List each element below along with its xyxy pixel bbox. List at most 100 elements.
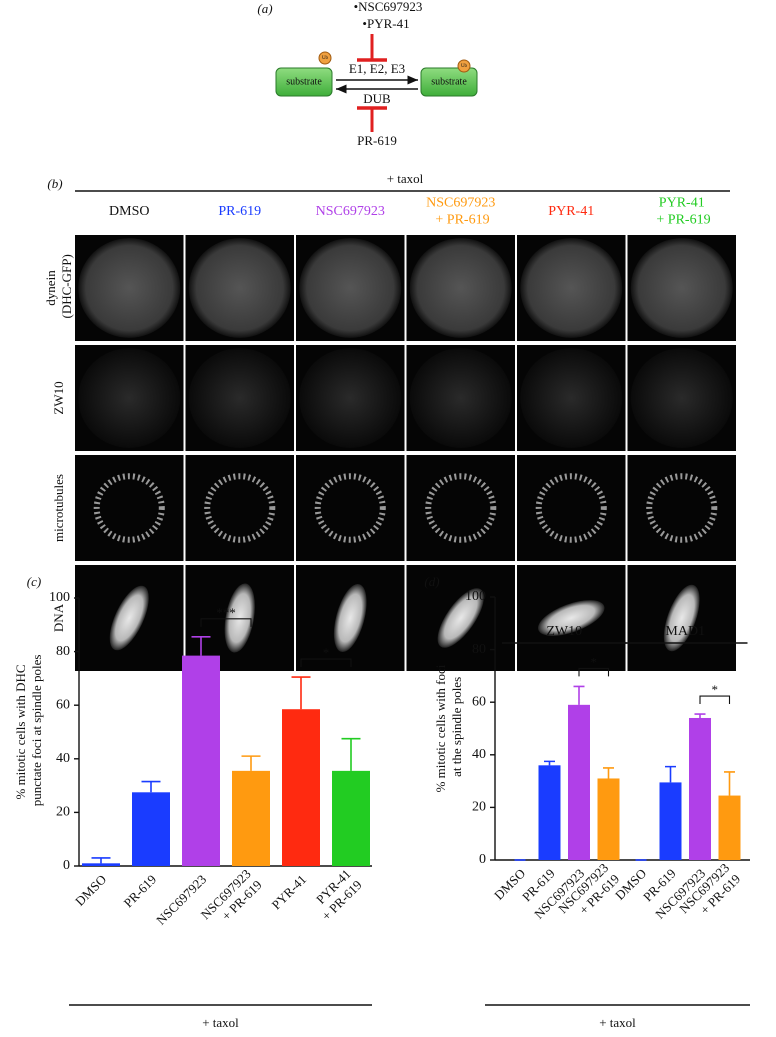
bar	[182, 655, 220, 866]
error-bar	[91, 857, 111, 864]
chromosomes	[224, 583, 255, 653]
spindle	[646, 473, 718, 543]
bar	[538, 765, 561, 860]
error-bar	[603, 767, 614, 779]
spindle	[93, 473, 165, 543]
ub-icon	[457, 59, 471, 73]
spindle	[204, 473, 276, 543]
error-bar	[191, 636, 211, 656]
panel-label: (c)	[27, 574, 41, 589]
column-label: DMSO	[109, 204, 149, 219]
cell	[409, 348, 512, 448]
significance-bracket	[300, 658, 352, 668]
chromosomes	[663, 584, 700, 652]
bar	[659, 782, 682, 860]
cell	[299, 348, 402, 448]
significance-bracket	[699, 695, 731, 705]
bar	[568, 704, 590, 860]
micrograph	[627, 455, 736, 561]
column-label: NSC697923	[316, 204, 385, 219]
bar	[718, 795, 741, 860]
significance-label: *	[323, 645, 330, 660]
cell	[78, 238, 181, 338]
error-bar	[724, 771, 735, 796]
cell	[630, 238, 733, 338]
cell	[78, 348, 181, 448]
substrate-box	[275, 67, 333, 97]
inhibitor-name: •NSC697923	[354, 0, 423, 14]
significance-label: *	[591, 654, 598, 669]
y-tick-label: 20	[472, 800, 486, 815]
error-bar	[665, 765, 676, 783]
significance-label: ***	[216, 605, 236, 620]
significance-label: *	[712, 682, 719, 697]
column-label: NSC697923 + PR-619	[426, 196, 495, 228]
column-label: PYR-41	[548, 204, 594, 219]
micrograph	[296, 455, 405, 561]
panel-label: (b)	[47, 176, 62, 191]
x-tick-label: PYR-41	[268, 872, 309, 913]
row-label: DNA	[51, 603, 66, 632]
inhibitor-name: •PYR-41	[362, 16, 409, 31]
condition-label: + taxol	[202, 1015, 239, 1030]
cell	[520, 348, 623, 448]
micrograph	[517, 455, 626, 561]
y-tick-label: 40	[472, 747, 486, 762]
error-bar	[341, 737, 361, 771]
y-tick-label: 80	[472, 642, 486, 657]
y-tick-label: 60	[56, 697, 70, 712]
panel-label: (d)	[424, 574, 439, 589]
cell	[630, 348, 733, 448]
ub-label: Ub	[461, 64, 468, 69]
y-axis-label: % mitotic cells with DHC punctate foci a…	[13, 655, 44, 810]
micrograph	[75, 455, 184, 561]
spindle	[314, 473, 386, 543]
y-tick-label: 40	[56, 751, 70, 766]
ub-icon	[318, 51, 332, 65]
bar	[282, 709, 320, 866]
cell	[520, 238, 623, 338]
micrograph	[406, 455, 515, 561]
inhibitor-name: PR-619	[357, 133, 397, 148]
error-bar	[694, 713, 706, 718]
x-tick-label: PYR-41 + PR-619	[305, 866, 365, 926]
bar	[689, 717, 711, 860]
substrate-label: substrate	[431, 76, 467, 87]
column-label: PYR-41 + PR-619	[653, 196, 711, 228]
chromosomes	[538, 600, 605, 636]
ub-label: Ub	[322, 56, 329, 61]
chromosomes	[333, 584, 367, 652]
y-tick-label: 80	[56, 644, 70, 659]
bar	[597, 778, 620, 860]
y-tick-label: 100	[465, 589, 486, 604]
condition-label: + taxol	[387, 171, 424, 186]
column-label: PR-619	[218, 204, 261, 219]
row-label: ZW10	[51, 381, 66, 414]
bar	[332, 770, 370, 866]
y-tick-label: 100	[49, 590, 70, 605]
enzyme-label: E1, E2, E3	[349, 61, 405, 76]
condition-label: + taxol	[599, 1015, 636, 1030]
group-label: MAD1	[665, 624, 705, 639]
y-tick-label: 0	[479, 852, 486, 867]
x-tick-label: NSC697923 + PR-619	[198, 866, 265, 933]
bar	[132, 792, 170, 866]
substrate-label: substrate	[286, 76, 322, 87]
cell	[188, 238, 291, 338]
cell	[299, 238, 402, 338]
micrograph	[185, 455, 294, 561]
pathway-diagram	[275, 34, 478, 132]
spindle	[425, 473, 497, 543]
cell	[409, 238, 512, 338]
row-label: microtubules	[51, 474, 66, 542]
y-tick-label: 0	[63, 858, 70, 873]
x-tick-label: NSC697923	[153, 872, 209, 928]
chromosomes	[437, 588, 484, 648]
row-label: dynein (DHC-GFP)	[43, 254, 74, 322]
y-tick-label: 60	[472, 694, 486, 709]
error-bar	[544, 760, 555, 766]
error-bar	[573, 685, 585, 705]
bar	[232, 770, 270, 866]
chromosomes	[109, 585, 149, 651]
